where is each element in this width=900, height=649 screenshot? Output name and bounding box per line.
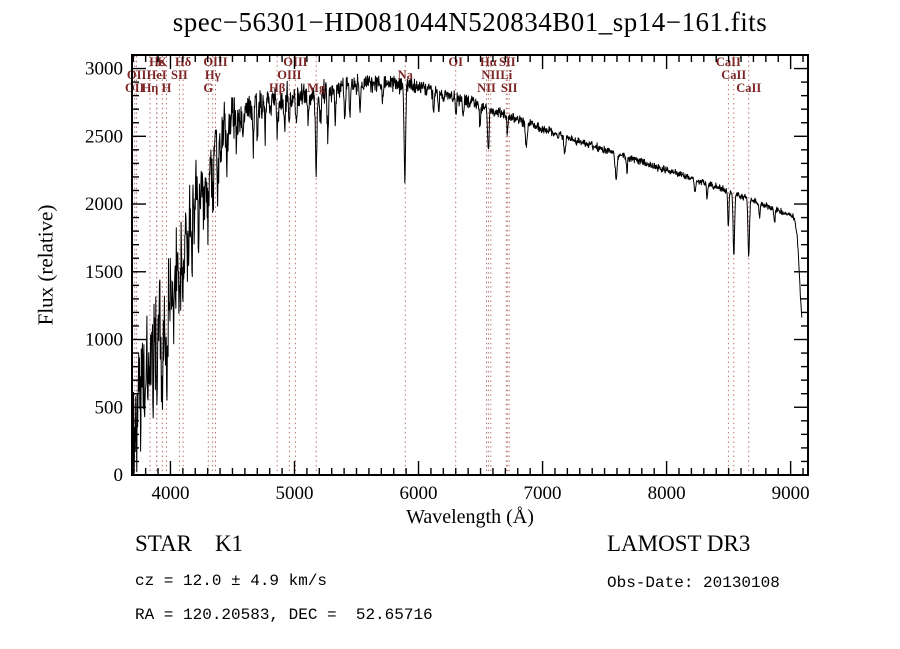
svg-text:OII: OII (125, 81, 145, 95)
svg-text:K: K (157, 55, 167, 69)
svg-text:HeI: HeI (147, 68, 167, 82)
svg-text:0: 0 (114, 465, 124, 486)
svg-text:OIII: OIII (203, 55, 227, 69)
obs-date-label: Obs-Date: 20130108 (607, 574, 780, 592)
svg-text:1000: 1000 (85, 330, 123, 351)
svg-text:Hη: Hη (142, 81, 159, 95)
svg-text:SII: SII (499, 55, 516, 69)
svg-text:Li: Li (500, 68, 512, 82)
svg-text:NII: NII (481, 68, 500, 82)
axis-ticks (132, 55, 808, 476)
svg-text:6000: 6000 (400, 483, 438, 504)
star-class-label: STAR K1 (135, 531, 244, 556)
svg-text:Mg: Mg (307, 81, 326, 95)
svg-text:SII: SII (501, 81, 518, 95)
svg-text:G: G (203, 81, 213, 95)
spectral-line-markers (134, 56, 750, 474)
svg-text:H: H (162, 81, 172, 95)
cz-label: cz = 12.0 ± 4.9 km/s (135, 572, 328, 590)
svg-text:OIII: OIII (277, 68, 301, 82)
x-axis-label: Wavelength (Å) (406, 506, 534, 528)
svg-text:2000: 2000 (85, 194, 123, 215)
svg-text:Na: Na (398, 68, 414, 82)
svg-text:OIII: OIII (283, 55, 307, 69)
x-tick-labels: 4000 5000 6000 7000 8000 9000 (151, 483, 809, 504)
survey-label: LAMOST DR3 (607, 531, 751, 556)
svg-text:9000: 9000 (772, 483, 810, 504)
svg-text:3000: 3000 (85, 59, 123, 80)
spectrum-trace (131, 73, 803, 475)
svg-text:Hε: Hε (149, 55, 165, 69)
svg-text:8000: 8000 (648, 483, 686, 504)
svg-text:Hβ: Hβ (269, 81, 286, 95)
svg-text:4000: 4000 (151, 483, 189, 504)
svg-text:1500: 1500 (85, 262, 123, 283)
y-tick-labels: 0 500 1000 1500 2000 2500 3000 (85, 59, 123, 486)
svg-text:CaII: CaII (721, 68, 746, 82)
svg-text:Hα: Hα (480, 55, 497, 69)
svg-text:OII: OII (127, 68, 147, 82)
svg-text:5000: 5000 (275, 483, 313, 504)
svg-text:SII: SII (171, 68, 188, 82)
svg-text:NII: NII (477, 81, 496, 95)
chart-title: spec−56301−HD081044N520834B01_sp14−161.f… (172, 7, 768, 37)
spectral-line-labels: HεKHδOIIIOIIIOIHαSIICaIIOIIHeISIIHγOIIIN… (125, 55, 761, 95)
svg-text:7000: 7000 (524, 483, 562, 504)
svg-text:2500: 2500 (85, 126, 123, 147)
plot-frame (131, 54, 809, 476)
svg-text:Hγ: Hγ (205, 68, 221, 82)
coords-label: RA = 120.20583, DEC = 52.65716 (135, 606, 433, 624)
svg-text:500: 500 (95, 397, 124, 418)
svg-text:CaII: CaII (736, 81, 761, 95)
